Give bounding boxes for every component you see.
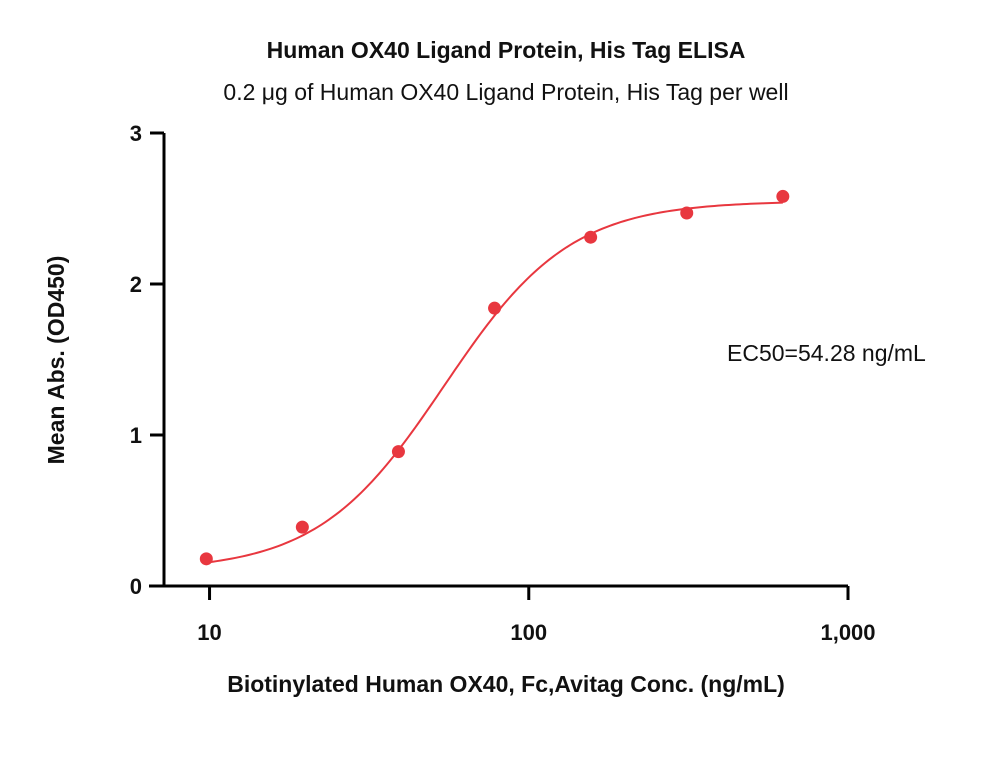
- data-points: [199, 189, 790, 566]
- data-point: [680, 206, 694, 220]
- y-tick-label: 3: [130, 121, 142, 146]
- x-tick-label: 100: [510, 620, 547, 645]
- ec50-annotation: EC50=54.28 ng/mL: [727, 340, 926, 366]
- data-point: [776, 189, 790, 203]
- data-point: [391, 445, 405, 459]
- chart-title: Human OX40 Ligand Protein, His Tag ELISA: [267, 37, 746, 63]
- data-point: [199, 552, 213, 566]
- x-ticks: 10 100 1,000: [197, 586, 876, 645]
- chart-subtitle: 0.2 μg of Human OX40 Ligand Protein, His…: [223, 79, 788, 105]
- data-point: [295, 520, 309, 534]
- data-point: [488, 301, 502, 315]
- data-point: [584, 230, 598, 244]
- y-tick-label: 0: [130, 574, 142, 599]
- x-tick-label: 1,000: [820, 620, 875, 645]
- fit-curve: [206, 201, 783, 564]
- y-tick-label: 1: [130, 423, 142, 448]
- y-tick-label: 2: [130, 272, 142, 297]
- axes: [149, 133, 848, 588]
- x-tick-label: 10: [197, 620, 221, 645]
- y-axis-label: Mean Abs. (OD450): [43, 256, 69, 465]
- y-ticks: 0 1 2 3: [130, 121, 164, 599]
- x-axis-label: Biotinylated Human OX40, Fc,Avitag Conc.…: [227, 671, 785, 697]
